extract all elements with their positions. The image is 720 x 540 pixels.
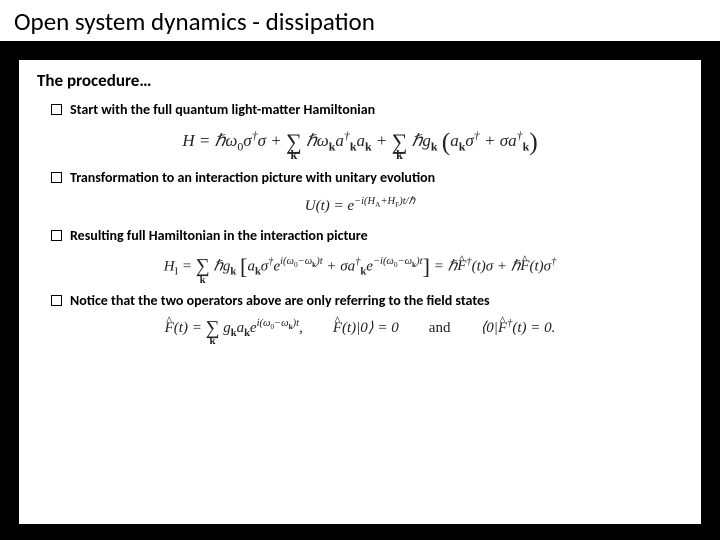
equation-2: U(t) = e−i(HA+HF)t/ℏ [37, 195, 683, 215]
formula: U(t) = e−i(HA+HF)t/ℏ [305, 195, 415, 215]
equation-4: F(t) = ∑k gkakei(ω0−ωk)t,F(t)|0⟩ = 0and⟨… [37, 318, 683, 340]
checkbox-icon [51, 172, 62, 183]
checkbox-icon [51, 295, 62, 306]
formula: F(t) = ∑k gkakei(ω0−ωk)t,F(t)|0⟩ = 0and⟨… [165, 318, 556, 340]
list-item: Notice that the two operators above are … [37, 292, 683, 340]
list-item: Start with the full quantum light-matter… [37, 101, 683, 157]
item-text: Start with the full quantum light-matter… [70, 101, 375, 119]
equation-3: HI = ∑k ℏgk [akσ†ei(ω0−ωk)t + σa†ke−i(ω0… [37, 254, 683, 280]
item-text: Transformation to an interaction picture… [70, 169, 435, 187]
title-bar: Open system dynamics - dissipation [0, 0, 720, 43]
equation-1: H = ℏω0σ†σ + ∑k ℏωka†kak + ∑k ℏgk (akσ† … [37, 127, 683, 157]
formula: H = ℏω0σ†σ + ∑k ℏωka†kak + ∑k ℏgk (akσ† … [182, 127, 537, 157]
slide-title: Open system dynamics - dissipation [14, 6, 706, 37]
item-text: Notice that the two operators above are … [70, 292, 490, 310]
formula: HI = ∑k ℏgk [akσ†ei(ω0−ωk)t + σa†ke−i(ω0… [164, 254, 557, 280]
item-text: Resulting full Hamiltonian in the intera… [70, 227, 368, 245]
list-item: Transformation to an interaction picture… [37, 169, 683, 215]
slide: Open system dynamics - dissipation The p… [0, 0, 720, 540]
content-panel: The procedure… Start with the full quant… [18, 59, 702, 525]
list-item: Resulting full Hamiltonian in the intera… [37, 227, 683, 279]
checkbox-icon [51, 230, 62, 241]
subtitle: The procedure… [37, 70, 683, 91]
checkbox-icon [51, 104, 62, 115]
